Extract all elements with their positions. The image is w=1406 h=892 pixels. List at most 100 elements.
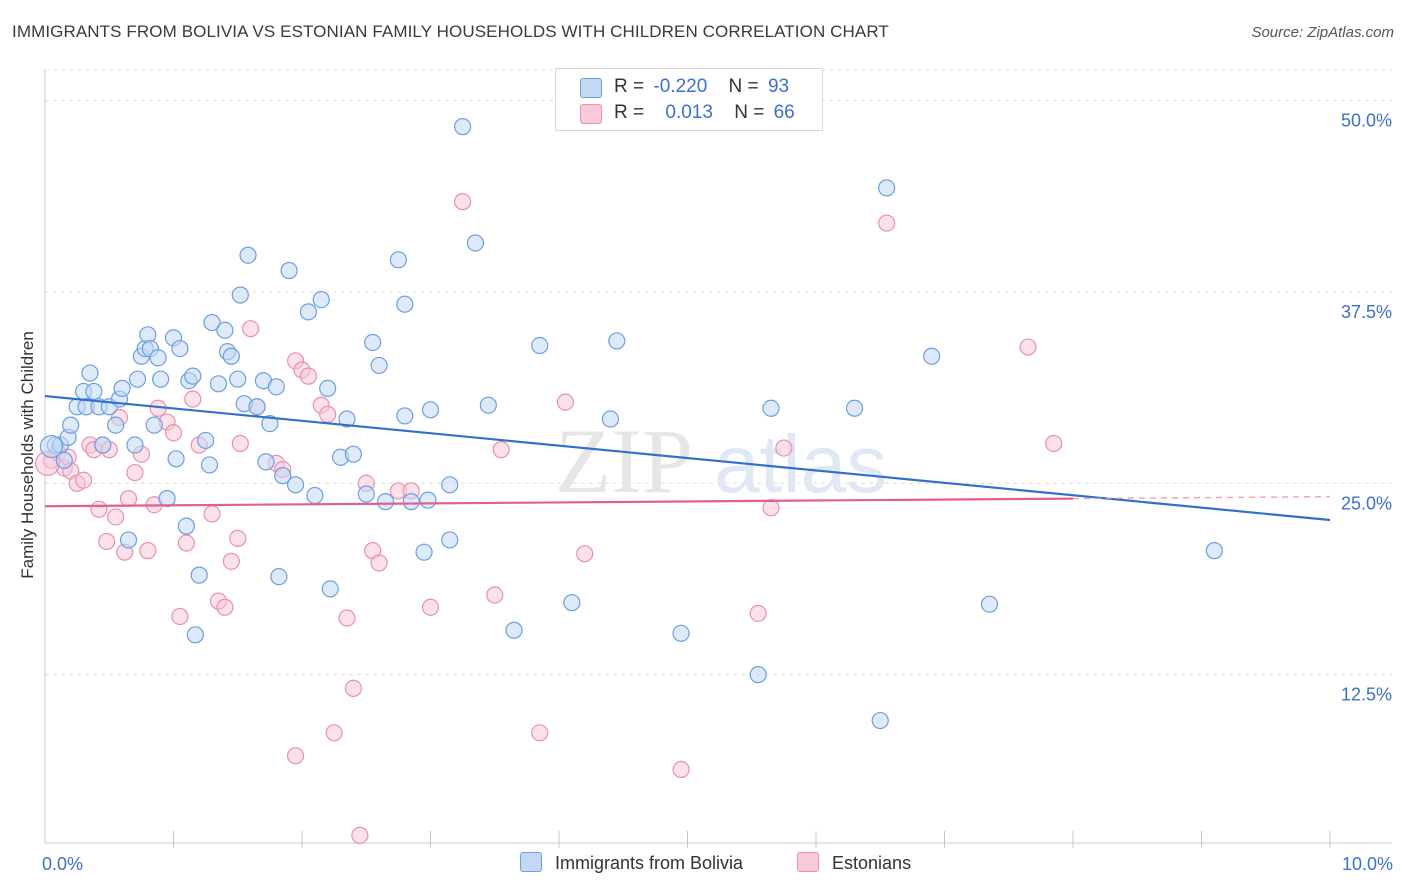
bolivia-point	[239, 246, 257, 264]
bolivia-point	[113, 379, 131, 397]
x-tick-label: 0.0%	[42, 854, 83, 874]
bolivia-point	[167, 450, 185, 468]
estonians-point	[126, 463, 144, 482]
estonians-point	[299, 367, 318, 385]
bolivia-point	[338, 410, 356, 428]
bolivia-point	[505, 621, 523, 639]
legend-item-bolivia: Immigrants from Bolivia	[520, 852, 743, 874]
bolivia-point	[128, 370, 147, 388]
bolivia-point	[177, 517, 195, 535]
bolivia-point	[197, 431, 215, 450]
bolivia-point	[55, 451, 73, 469]
estonians-point	[171, 607, 189, 626]
bolivia-point	[190, 566, 208, 584]
estonians-point	[74, 471, 93, 489]
estonians-point	[672, 760, 690, 779]
bolivia-point	[402, 493, 420, 511]
bolivia-point	[389, 251, 407, 269]
bolivia-point	[257, 453, 275, 471]
bolivia-point	[466, 234, 485, 252]
estonians-point	[556, 393, 575, 411]
bolivia-point	[248, 398, 266, 416]
stats-n-label: N =	[734, 102, 765, 123]
estonians-point	[762, 499, 780, 517]
bolivia-point	[306, 486, 324, 505]
bolivia-point	[321, 580, 339, 598]
bolivia-point	[601, 410, 620, 428]
legend-label-bolivia: Immigrants from Bolivia	[555, 853, 744, 873]
legend-label-estonians: Estonians	[832, 853, 912, 873]
estonians-point	[338, 609, 356, 627]
bolivia-point	[274, 467, 292, 485]
bolivia-point	[270, 568, 288, 586]
grid-lines	[45, 69, 1392, 676]
estonians-point	[1045, 434, 1063, 453]
bolivia-point	[85, 382, 103, 401]
stats-swatch-bolivia	[580, 78, 602, 98]
estonians-point	[203, 505, 221, 523]
stats-n-value: 66	[773, 102, 795, 123]
estonians-point	[319, 405, 337, 424]
y-axis-label: Family Households with Children	[18, 331, 37, 579]
estonians-trend-extension	[1072, 495, 1331, 500]
watermark-zip: ZIP	[555, 410, 693, 512]
bolivia-point	[415, 543, 433, 561]
bolivia-point	[261, 414, 279, 433]
estonians-point	[98, 532, 116, 551]
estonians-trend-line	[44, 497, 1074, 508]
bolivia-point	[152, 370, 170, 388]
bolivia-point	[396, 295, 414, 313]
bolivia-point	[357, 485, 375, 503]
bolivia-point	[107, 416, 125, 434]
estonians-point	[531, 724, 549, 742]
bolivia-point	[186, 626, 204, 644]
bolivia-trend-line	[44, 394, 1331, 522]
bolivia-point	[871, 711, 889, 730]
estonians-point	[486, 586, 504, 604]
estonians-point	[370, 554, 388, 572]
estonians-point	[229, 529, 247, 547]
bolivia-point	[419, 491, 437, 509]
bolivia-point	[531, 336, 549, 355]
estonians-point	[164, 424, 183, 442]
bolivia-point	[203, 313, 221, 332]
stats-n-value: 93	[767, 76, 790, 97]
estonians-point	[90, 500, 108, 518]
estonians-point	[1019, 338, 1037, 356]
bolivia-point	[749, 666, 767, 684]
stats-swatch-estonians	[580, 104, 602, 124]
bolivia-point	[878, 179, 896, 197]
watermark-atlas: atlas	[714, 419, 887, 510]
y-tick-label: 12.5%	[1341, 685, 1392, 705]
bolivia-point	[200, 456, 219, 474]
bolivia-point	[39, 434, 64, 459]
estonians-point	[216, 598, 234, 616]
bolivia-point	[209, 375, 228, 393]
bolivia-point	[980, 595, 999, 613]
estonians-point	[325, 724, 343, 742]
bolivia-point	[563, 594, 581, 612]
x-tick-label: 10.0%	[1342, 854, 1393, 874]
bolivia-point	[119, 531, 138, 549]
bolivia-point	[1205, 542, 1223, 560]
estonians-points	[34, 193, 1063, 844]
bolivia-point	[216, 321, 234, 339]
bolivia-point	[344, 445, 362, 463]
legend-swatch-estonians	[797, 852, 819, 872]
stats-r-label: R =	[614, 102, 645, 123]
estonians-point	[242, 320, 260, 338]
bolivia-point	[454, 118, 472, 136]
bolivia-point	[280, 261, 298, 280]
bolivia-point	[421, 401, 440, 419]
tick-labels: 50.0% 37.5% 25.0% 12.5% 0.0% 10.0%	[42, 111, 1393, 874]
bolivia-point	[441, 476, 459, 494]
stats-r-value: -0.220	[653, 76, 708, 97]
bolivia-point	[376, 493, 395, 511]
bolivia-point	[923, 347, 941, 365]
estonians-point	[344, 679, 362, 698]
estonians-point	[492, 441, 510, 459]
y-tick-label: 50.0%	[1341, 111, 1392, 131]
estonians-point	[119, 489, 138, 508]
bolivia-point	[286, 476, 305, 494]
stats-r-label: R =	[614, 76, 645, 97]
